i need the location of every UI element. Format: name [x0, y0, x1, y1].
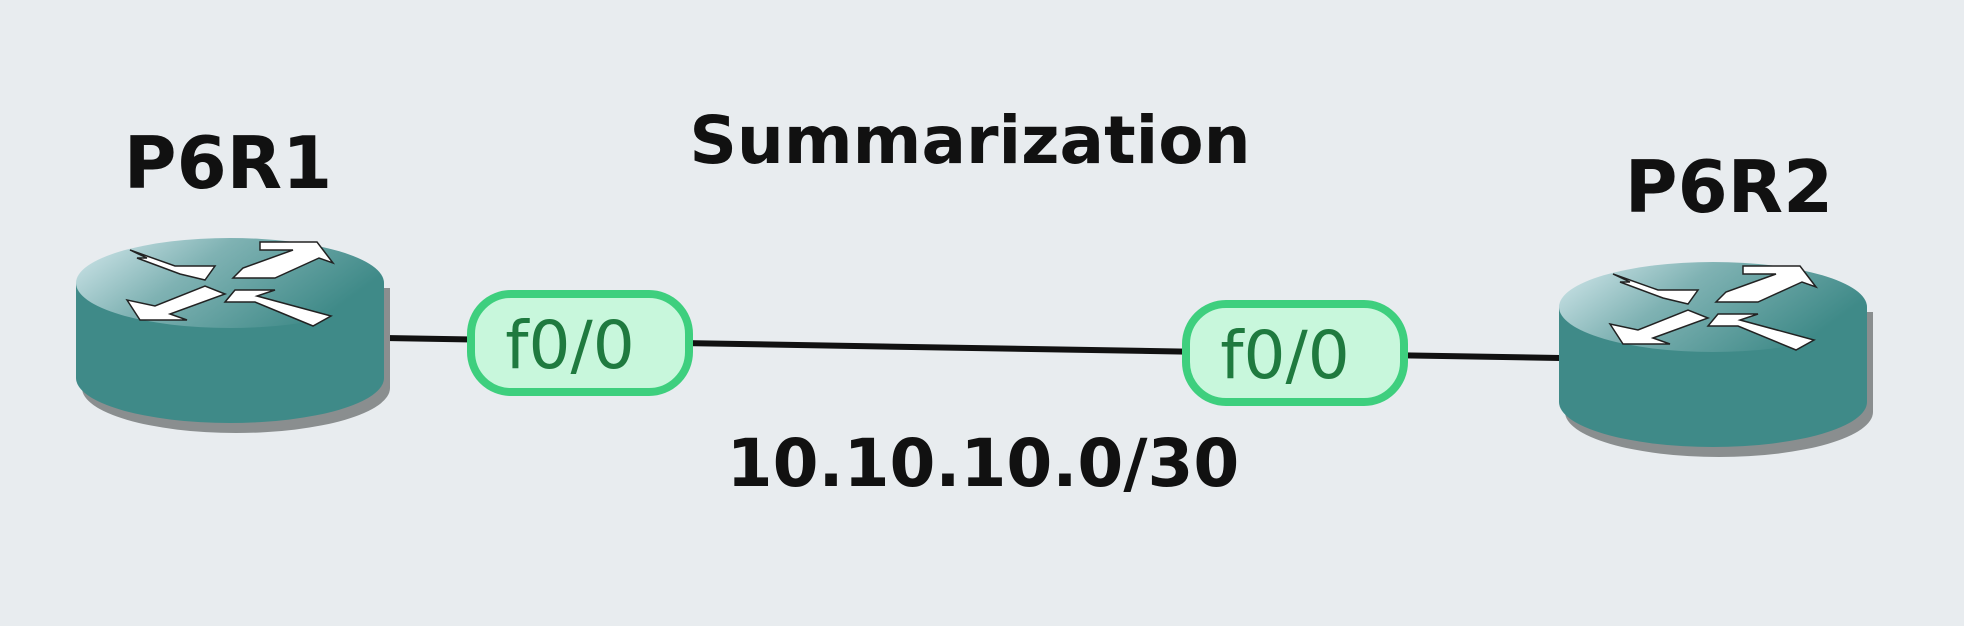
interface-badge-p6r1[interactable]: f0/0	[467, 290, 693, 396]
router-p6r2[interactable]	[1559, 262, 1873, 457]
router-icon	[76, 238, 390, 433]
router-icon	[1559, 262, 1873, 457]
router-label-p6r1: P6R1	[124, 121, 332, 205]
router-p6r1[interactable]	[76, 238, 390, 433]
interface-label: f0/0	[1220, 317, 1349, 394]
diagram-title: Summarization	[689, 102, 1250, 179]
interface-badge-p6r2[interactable]: f0/0	[1182, 300, 1408, 406]
router-label-p6r2: P6R2	[1625, 145, 1833, 229]
interface-label: f0/0	[505, 307, 634, 384]
network-label: 10.10.10.0/30	[727, 425, 1240, 502]
